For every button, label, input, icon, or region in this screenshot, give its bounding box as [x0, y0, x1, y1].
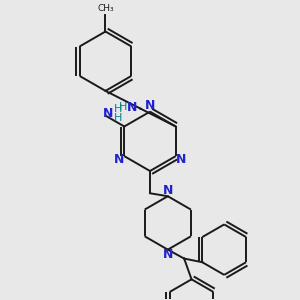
- Text: CH₃: CH₃: [97, 4, 114, 13]
- Text: N: N: [163, 184, 173, 197]
- Text: N: N: [176, 153, 187, 166]
- Text: N: N: [163, 248, 173, 262]
- Text: H: H: [113, 104, 122, 114]
- Text: N: N: [113, 153, 124, 166]
- Text: N: N: [127, 101, 137, 114]
- Text: H: H: [113, 113, 122, 124]
- Text: N: N: [103, 106, 113, 120]
- Text: H: H: [118, 102, 127, 112]
- Text: N: N: [145, 99, 155, 112]
